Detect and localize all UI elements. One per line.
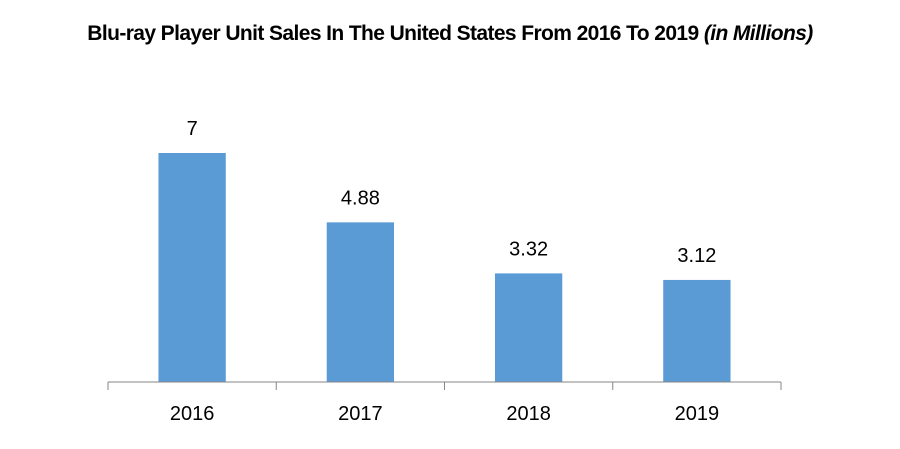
chart-title: Blu-ray Player Unit Sales In The United …: [0, 18, 900, 50]
data-label-2017: 4.88: [341, 187, 380, 209]
data-label-2018: 3.32: [509, 238, 548, 260]
data-label-2016: 7: [187, 118, 198, 140]
x-tick-label-2017: 2017: [338, 403, 383, 425]
chart-title-main: Blu-ray Player Unit Sales In The United …: [87, 22, 699, 45]
x-tick-label-2016: 2016: [170, 403, 215, 425]
bar-2016: [158, 153, 226, 382]
data-label-2019: 3.12: [677, 245, 716, 267]
bar-2017: [326, 222, 395, 382]
x-tick-label-2018: 2018: [506, 403, 551, 425]
bar-2018: [494, 273, 563, 382]
chart-title-unit: (in Millions): [703, 22, 813, 45]
x-tick-label-2019: 2019: [675, 403, 720, 425]
bar-2019: [663, 279, 731, 382]
